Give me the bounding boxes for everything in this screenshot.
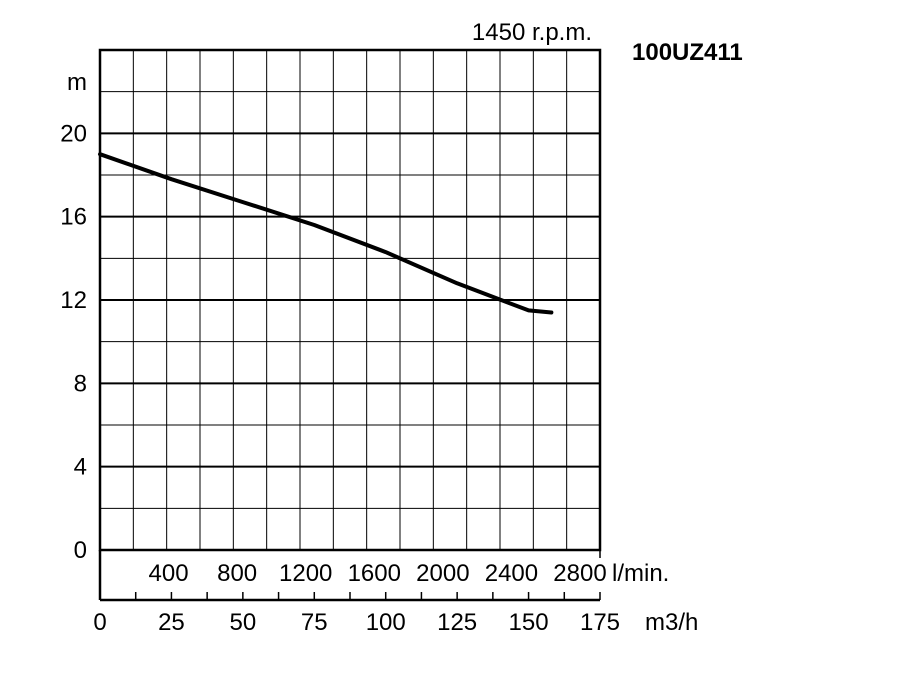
m3h-tick-labels: 0 25 50 75 100 125 150 175	[93, 609, 620, 636]
m3h-tick-label: 75	[301, 609, 328, 636]
m3h-tick-label: 150	[509, 609, 549, 636]
y-tick-labels: 0 4 8 12 16 20	[60, 120, 87, 564]
lmin-tick-label: 2000	[416, 560, 469, 587]
x-axis-label: m3/h	[645, 609, 698, 636]
m3h-tick-label: 175	[580, 609, 620, 636]
lmin-tick-label: 800	[217, 560, 257, 587]
m3h-tick-label: 100	[366, 609, 406, 636]
plot-border	[98, 48, 602, 552]
pump-curve-line	[98, 152, 554, 315]
chart-title: 100UZ411	[632, 39, 743, 66]
lmin-tick-label: 400	[149, 560, 189, 587]
y-tick-label: 4	[74, 454, 87, 481]
y-axis-label: m	[67, 69, 87, 96]
lmin-tick-label: 1200	[279, 560, 332, 587]
lmin-tick-label: 1600	[348, 560, 401, 587]
m3h-tick-label: 125	[437, 609, 477, 636]
lmin-tick-label: 2800	[553, 560, 606, 587]
plot-frame	[98, 48, 602, 602]
y-tick-label: 0	[74, 537, 87, 564]
m3h-tick-label: 25	[158, 609, 185, 636]
lmin-tick-labels: 400 800 1200 1600 2000 2400 2800	[149, 560, 607, 587]
y-tick-label: 8	[74, 370, 87, 397]
series-layer	[98, 152, 554, 315]
lmin-tick-label: 2400	[485, 560, 538, 587]
x2-axis-label: l/min.	[612, 560, 669, 587]
y-tick-label: 16	[60, 204, 87, 231]
y-tick-label: 12	[60, 287, 87, 314]
m3h-tick-label: 50	[230, 609, 257, 636]
speed-label: 1450 r.p.m.	[472, 19, 592, 46]
grid	[100, 50, 600, 550]
y-tick-label: 20	[60, 120, 87, 147]
m3h-tick-label: 0	[93, 609, 106, 636]
